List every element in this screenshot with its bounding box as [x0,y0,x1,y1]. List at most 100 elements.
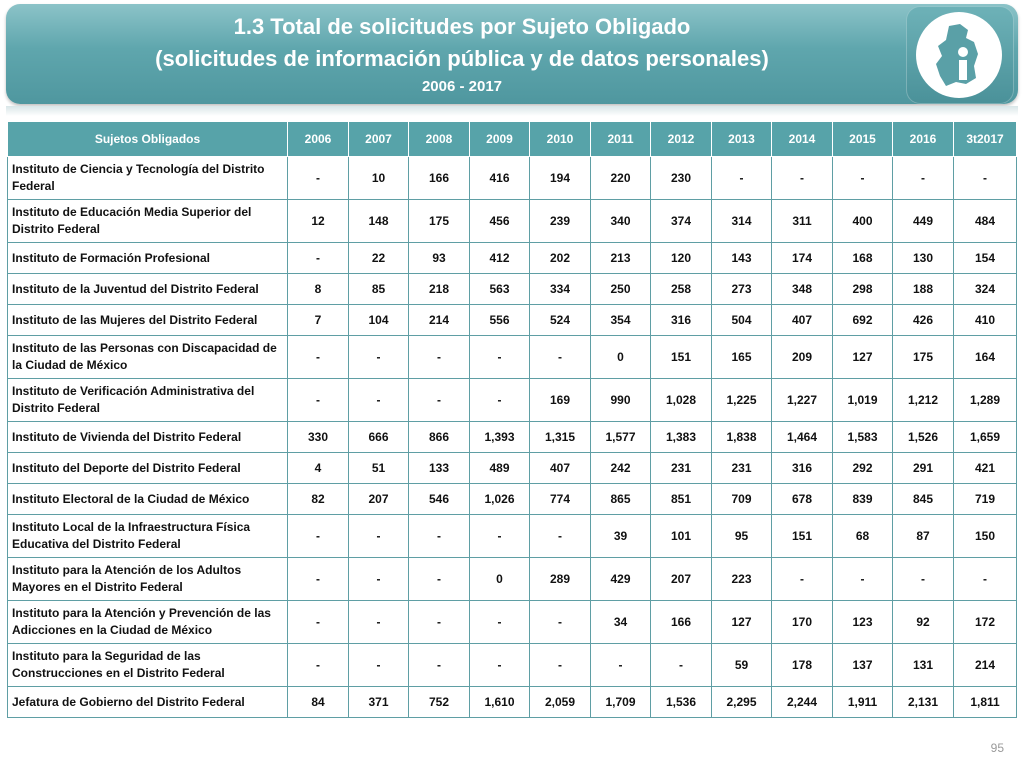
row-entity-name: Instituto del Deporte del Distrito Feder… [7,452,288,484]
table-cell: - [408,514,470,558]
table-cell: - [408,557,470,601]
table-cell: 120 [650,242,712,274]
table-cell: 214 [953,643,1017,687]
table-cell: 449 [892,199,954,243]
column-header-year: 2012 [650,121,712,157]
table-cell: 1,028 [650,378,712,422]
table-cell: 164 [953,335,1017,379]
row-entity-name: Instituto para la Atención de los Adulto… [7,557,288,601]
table-cell: - [469,600,530,644]
column-header-year: 2006 [287,121,349,157]
table-cell: 2,131 [892,686,954,718]
table-cell: 7 [287,304,349,336]
table-cell: 92 [892,600,954,644]
table-cell: 316 [771,452,833,484]
table-cell: 131 [892,643,954,687]
table-cell: 407 [529,452,591,484]
table-cell: - [953,156,1017,200]
banner-shadow [6,106,1018,116]
table-cell: - [287,242,349,274]
table-cell: 845 [892,483,954,515]
table-cell: 1,019 [832,378,893,422]
table-cell: 1,526 [892,421,954,453]
table-cell: 175 [892,335,954,379]
table-cell: 1,026 [469,483,530,515]
table-cell: 8 [287,273,349,305]
table-cell: - [771,557,833,601]
table-cell: - [892,156,954,200]
row-entity-name: Instituto de Ciencia y Tecnología del Di… [7,156,288,200]
table-cell: 84 [287,686,349,718]
page-title: 1.3 Total de solicitudes por Sujeto Obli… [233,14,691,39]
table-cell: - [469,335,530,379]
table-cell: 1,610 [469,686,530,718]
table-cell: 1,811 [953,686,1017,718]
page-number: 95 [990,741,1004,755]
table-row: Instituto de Verificación Administrativa… [7,378,1017,422]
table-cell: 231 [650,452,712,484]
table-cell: 59 [711,643,772,687]
column-header-year: 2014 [771,121,833,157]
table-cell: 1,227 [771,378,833,422]
table-cell: 289 [529,557,591,601]
table-cell: - [287,600,349,644]
table-cell: - [832,156,893,200]
table-cell: 330 [287,421,349,453]
table-cell: 678 [771,483,833,515]
table-cell: - [348,643,409,687]
table-cell: 371 [348,686,409,718]
table-cell: - [287,514,349,558]
table-cell: 209 [771,335,833,379]
table-cell: 0 [469,557,530,601]
table-cell: - [529,643,591,687]
years-range: 2006 - 2017 [421,78,503,95]
table-cell: 1,464 [771,421,833,453]
table-cell: 85 [348,273,409,305]
table-cell: 1,225 [711,378,772,422]
table-cell: - [590,643,651,687]
table-cell: - [287,335,349,379]
table-cell: - [348,600,409,644]
table-cell: - [529,514,591,558]
table-cell: 1,659 [953,421,1017,453]
row-entity-name: Instituto de las Personas con Discapacid… [7,335,288,379]
table-cell: - [408,600,470,644]
table-cell: - [348,378,409,422]
table-cell: 1,393 [469,421,530,453]
row-entity-name: Jefatura de Gobierno del Distrito Federa… [7,686,288,718]
table-cell: 231 [711,452,772,484]
table-cell: - [348,514,409,558]
row-entity-name: Instituto de Educación Media Superior de… [7,199,288,243]
table-cell: 168 [832,242,893,274]
table-cell: 154 [953,242,1017,274]
column-header-year: 2011 [590,121,651,157]
table-cell: 93 [408,242,470,274]
row-entity-name: Instituto de Verificación Administrativa… [7,378,288,422]
table-cell: 666 [348,421,409,453]
table-cell: 1,911 [832,686,893,718]
table-cell: 133 [408,452,470,484]
table-cell: 82 [287,483,349,515]
table-row: Instituto de Ciencia y Tecnología del Di… [7,156,1017,200]
table-cell: 1,536 [650,686,712,718]
table-cell: 178 [771,643,833,687]
table-cell: 1,583 [832,421,893,453]
table-cell: 421 [953,452,1017,484]
table-cell: 348 [771,273,833,305]
table-row: Instituto Electoral de la Ciudad de Méxi… [7,483,1017,515]
table-cell: 239 [529,199,591,243]
table-cell: 719 [953,483,1017,515]
table-cell: 426 [892,304,954,336]
table-cell: 170 [771,600,833,644]
table-cell: 298 [832,273,893,305]
table-cell: 429 [590,557,651,601]
table-cell: - [953,557,1017,601]
table-cell: 207 [348,483,409,515]
row-entity-name: Instituto para la Atención y Prevención … [7,600,288,644]
table-header-row: Sujetos Obligados 2006 2007 2008 2009 2010 201… [7,121,1017,157]
row-entity-name: Instituto de Formación Profesional [7,242,288,274]
column-header-year: 2013 [711,121,772,157]
table-cell: 250 [590,273,651,305]
table-cell: 207 [650,557,712,601]
table-cell: 4 [287,452,349,484]
